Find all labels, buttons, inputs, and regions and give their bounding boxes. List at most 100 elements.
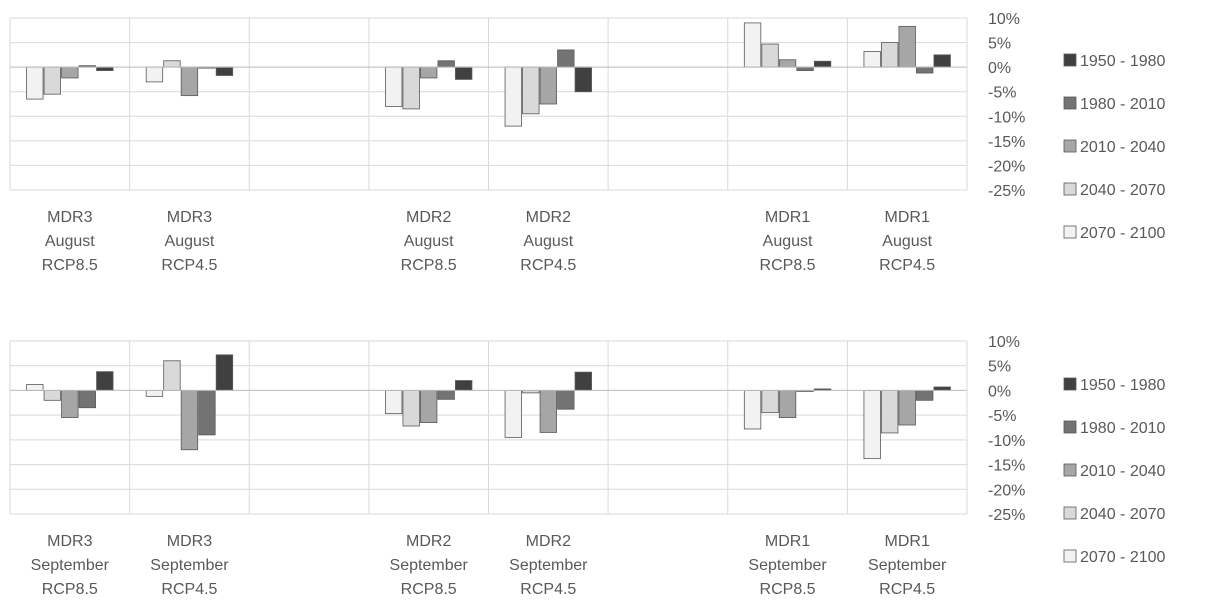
category-label: RCP8.5 (401, 581, 457, 598)
y-tick-label: -5% (988, 408, 1016, 425)
y-tick-label: 0% (988, 60, 1011, 77)
category-label: August (45, 233, 95, 250)
legend-swatch (1063, 463, 1077, 477)
legend-label: 1950 - 1980 (1080, 53, 1166, 70)
legend-label: 2040 - 2070 (1080, 506, 1166, 523)
bar-1950-1980-cat4 (574, 371, 592, 391)
y-tick-label: -10% (988, 109, 1025, 126)
category-label: August (763, 233, 813, 250)
category-label: RCP8.5 (401, 257, 457, 274)
y-tick-label: -15% (988, 458, 1025, 475)
category-label: MDR3 (167, 533, 212, 550)
bar-2010-2040-cat6 (778, 59, 797, 68)
bar-2070-2100-cat1 (145, 390, 164, 397)
legend-swatch (1063, 53, 1077, 67)
category-label: RCP8.5 (42, 257, 98, 274)
bar-1950-1980-cat6 (813, 60, 832, 68)
bar-1950-1980-cat0 (96, 371, 114, 391)
bar-2040-2070-cat1 (163, 360, 181, 391)
bar-2070-2100-cat7 (863, 390, 881, 460)
bar-1950-1980-cat4 (574, 66, 592, 93)
category-label: RCP4.5 (879, 257, 935, 274)
bar-2010-2040-cat3 (420, 66, 438, 79)
category-label: MDR2 (526, 533, 571, 550)
legend-swatch (1063, 420, 1077, 434)
category-label: RCP4.5 (520, 257, 576, 274)
category-label: RCP8.5 (42, 581, 98, 598)
bar-2070-2100-cat3 (385, 390, 403, 415)
y-tick-label: -5% (988, 85, 1016, 102)
category-label: MDR2 (526, 209, 571, 226)
chart-panel-1: 10% 5% 0% -5% -10% -15% -20% -25% MDR3 August RCP8… (9, 11, 1166, 274)
bar-2010-2040-cat6 (778, 390, 797, 419)
bar-2040-2070-cat6 (761, 43, 779, 68)
bar-2040-2070-cat7 (881, 42, 899, 68)
bar-2010-2040-cat1 (180, 66, 199, 97)
y-tick-label: -25% (988, 507, 1025, 524)
bar-2040-2070-cat0 (43, 390, 61, 401)
bar-2070-2100-cat6 (743, 22, 762, 68)
bar-1980-2010-cat7 (916, 390, 934, 401)
bar-2070-2100-cat6 (743, 390, 762, 430)
bar-2040-2070-cat6 (761, 390, 779, 414)
category-label: September (748, 557, 827, 574)
y-tick-label: -15% (988, 134, 1025, 151)
bar-2070-2100-cat0 (26, 384, 44, 391)
y-tick-label: -10% (988, 433, 1025, 450)
category-label: RCP8.5 (760, 581, 816, 598)
bar-1950-1980-cat1 (215, 66, 234, 76)
legend-label: 1980 - 2010 (1080, 96, 1166, 113)
category-label: MDR1 (765, 533, 810, 550)
bar-1950-1980-cat7 (933, 386, 951, 391)
bar-1950-1980-cat3 (455, 66, 473, 80)
category-label: MDR3 (47, 533, 92, 550)
y-tick-label: -20% (988, 482, 1025, 499)
bar-2010-2040-cat4 (539, 390, 557, 433)
bar-1980-2010-cat1 (198, 390, 216, 436)
bar-1980-2010-cat4 (557, 49, 575, 68)
category-label: RCP8.5 (760, 257, 816, 274)
category-label: September (390, 557, 469, 574)
bar-2070-2100-cat1 (145, 66, 164, 83)
category-label: RCP4.5 (879, 581, 935, 598)
bar-2070-2100-cat7 (863, 51, 881, 68)
chart-panel-2: 10% 5% 0% -5% -10% -15% -20% -25% MDR3 September R… (9, 334, 1166, 598)
bar-2040-2070-cat0 (43, 66, 61, 95)
legend-label: 2070 - 2100 (1080, 225, 1166, 242)
bar-2010-2040-cat0 (61, 390, 79, 419)
category-label: MDR1 (885, 533, 930, 550)
legend-swatch (1063, 182, 1077, 196)
category-label: September (31, 557, 110, 574)
bar-2010-2040-cat3 (420, 390, 438, 423)
bar-1980-2010-cat7 (916, 66, 934, 74)
category-label: MDR3 (47, 209, 92, 226)
bar-2070-2100-cat4 (504, 66, 522, 127)
bar-2040-2070-cat4 (522, 66, 540, 115)
category-label: September (868, 557, 947, 574)
category-label: RCP4.5 (520, 581, 576, 598)
category-label: August (882, 233, 932, 250)
category-label: MDR2 (406, 209, 451, 226)
bar-1980-2010-cat3 (437, 390, 455, 400)
bar-1950-1980-cat7 (933, 54, 951, 68)
bar-2040-2070-cat7 (881, 390, 899, 434)
y-tick-label: 10% (988, 11, 1020, 28)
legend-swatch (1063, 225, 1077, 239)
legend-swatch (1063, 506, 1077, 520)
bar-2040-2070-cat3 (402, 66, 420, 110)
bar-1950-1980-cat3 (455, 380, 473, 391)
legend-label: 1950 - 1980 (1080, 377, 1166, 394)
category-label: August (165, 233, 215, 250)
y-tick-label: 5% (988, 359, 1011, 376)
legend-label: 2070 - 2100 (1080, 549, 1166, 566)
legend-label: 2010 - 2040 (1080, 139, 1166, 156)
legend-swatch (1063, 549, 1077, 563)
bar-2010-2040-cat0 (61, 66, 79, 79)
y-tick-label: -25% (988, 183, 1025, 200)
bar-2070-2100-cat3 (385, 66, 403, 107)
bar-2070-2100-cat0 (26, 66, 44, 100)
category-label: September (150, 557, 229, 574)
y-tick-label: 0% (988, 383, 1011, 400)
category-label: September (509, 557, 588, 574)
